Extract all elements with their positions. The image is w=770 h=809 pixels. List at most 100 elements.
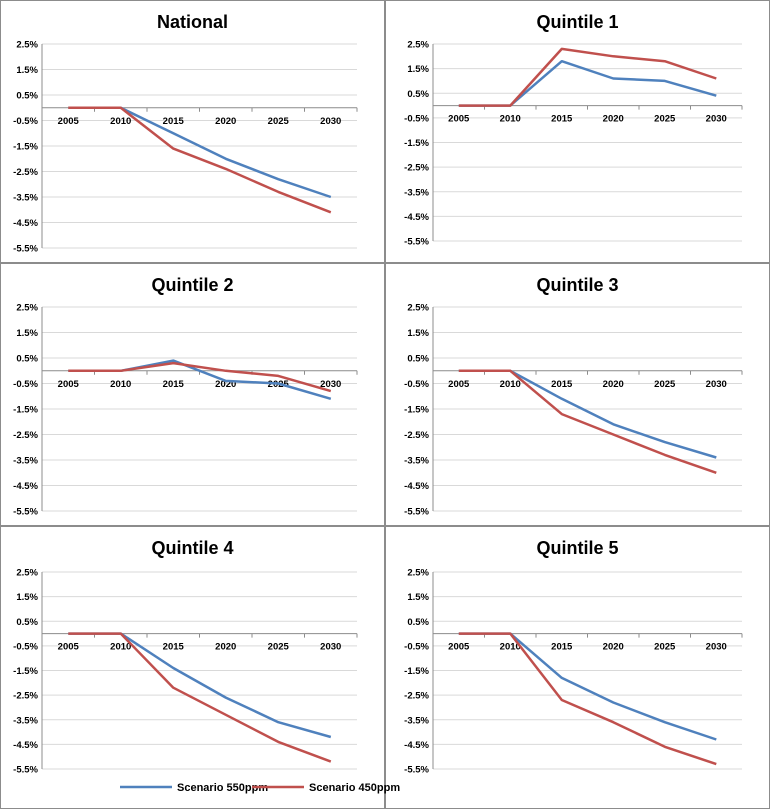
y-tick-label: -4.5% — [404, 212, 429, 223]
y-tick-label: 2.5% — [407, 303, 429, 314]
x-tick-label: 2015 — [163, 379, 185, 390]
x-tick-label: 2015 — [551, 642, 573, 653]
y-tick-label: -3.5% — [404, 456, 429, 467]
x-tick-label: 2020 — [215, 116, 236, 127]
y-tick-label: -4.5% — [13, 481, 38, 492]
y-tick-label: 2.5% — [16, 40, 38, 51]
y-tick-label: -2.5% — [404, 430, 429, 441]
chart-panel-national: National 2.5% 1.5% 0.5% -0.5% -1.5% -2.5% -3.5%… — [0, 0, 385, 263]
x-tick-label: 2015 — [163, 642, 185, 653]
y-tick-label: -1.5% — [13, 405, 38, 416]
x-tick-label: 2005 — [58, 379, 80, 390]
x-tick-label: 2005 — [58, 642, 80, 653]
chart-panel-quintile-4: Quintile 4 2.5% 1.5% 0.5% -0.5% -1.5% -2.5% -3.… — [0, 526, 385, 809]
chart-title: Quintile 4 — [151, 538, 233, 558]
y-tick-label: -1.5% — [404, 138, 429, 149]
x-tick-label: 2030 — [320, 642, 341, 653]
y-tick-label: -1.5% — [404, 405, 429, 416]
x-tick-label: 2010 — [500, 379, 521, 390]
y-tick-label: 1.5% — [407, 592, 429, 603]
y-tick-label: 1.5% — [16, 65, 38, 76]
y-tick-label: -2.5% — [404, 163, 429, 174]
chart-title: National — [157, 12, 228, 32]
series-line-scenario-450ppm — [68, 361, 332, 393]
y-tick-label: -4.5% — [13, 740, 38, 751]
panel-border — [0, 526, 385, 809]
y-tick-label: -5.5% — [404, 237, 429, 248]
y-tick-label: 1.5% — [407, 328, 429, 339]
x-tick-label: 2010 — [500, 642, 521, 653]
series-line-scenario-450ppm — [68, 632, 332, 763]
series-line-scenario-450ppm — [458, 632, 717, 766]
y-tick-label: 0.5% — [407, 354, 429, 365]
x-tick-label: 2010 — [110, 116, 131, 127]
y-tick-label: -3.5% — [404, 715, 429, 726]
y-tick-label: 1.5% — [16, 328, 38, 339]
x-tick-label: 2015 — [551, 114, 573, 125]
chart-title: Quintile 2 — [151, 275, 233, 295]
y-tick-label: 0.5% — [16, 354, 38, 365]
panel-border — [0, 0, 385, 263]
y-tick-label: -0.5% — [404, 641, 429, 652]
series-line-scenario-450ppm — [458, 369, 717, 474]
y-tick-label: -5.5% — [13, 507, 38, 518]
panel-border — [385, 263, 770, 526]
y-tick-label: -4.5% — [404, 740, 429, 751]
x-tick-label: 2020 — [215, 379, 236, 390]
x-tick-label: 2020 — [215, 642, 236, 653]
panel-border — [0, 263, 385, 526]
x-tick-label: 2015 — [551, 379, 573, 390]
legend-label-450ppm: Scenario 450ppm — [309, 782, 400, 794]
y-tick-label: 2.5% — [16, 303, 38, 314]
y-tick-label: 0.5% — [407, 617, 429, 628]
y-tick-label: -2.5% — [13, 167, 38, 178]
panel-border — [385, 0, 770, 263]
chart-title: Quintile 3 — [536, 275, 618, 295]
x-tick-label: 2030 — [320, 379, 341, 390]
chart-panel-quintile-5: Quintile 5 2.5% 1.5% 0.5% -0.5% -1.5% -2.5% -3.… — [385, 526, 770, 809]
y-tick-label: -0.5% — [404, 379, 429, 390]
x-tick-label: 2025 — [654, 642, 676, 653]
y-tick-label: -0.5% — [13, 379, 38, 390]
y-tick-label: -2.5% — [404, 691, 429, 702]
y-tick-label: -4.5% — [404, 481, 429, 492]
legend: Scenario 550ppm Scenario 450ppm — [120, 782, 400, 794]
chart-panel-quintile-2: Quintile 2 2.5% 1.5% 0.5% -0.5% -1.5% -2.5% -3.… — [0, 263, 385, 526]
y-tick-label: -3.5% — [13, 456, 38, 467]
y-tick-label: -2.5% — [13, 691, 38, 702]
x-tick-label: 2025 — [654, 114, 676, 125]
y-tick-label: -2.5% — [13, 430, 38, 441]
y-tick-label: 1.5% — [16, 592, 38, 603]
y-tick-label: -5.5% — [13, 765, 38, 776]
legend-label-550ppm: Scenario 550ppm — [177, 782, 268, 794]
x-tick-label: 2030 — [706, 642, 727, 653]
y-tick-label: -5.5% — [404, 765, 429, 776]
y-tick-label: 0.5% — [16, 91, 38, 102]
panel-border — [385, 526, 770, 809]
chart-panel-quintile-3: Quintile 3 2.5% 1.5% 0.5% -0.5% -1.5% -2.5% -3.… — [385, 263, 770, 526]
y-tick-label: -3.5% — [404, 187, 429, 198]
y-tick-label: -1.5% — [404, 666, 429, 677]
x-tick-label: 2030 — [706, 379, 727, 390]
x-tick-label: 2015 — [163, 116, 185, 127]
chart-title: Quintile 1 — [536, 12, 618, 32]
y-tick-label: -3.5% — [13, 715, 38, 726]
series-line-scenario-450ppm — [458, 47, 717, 107]
x-tick-label: 2025 — [654, 379, 676, 390]
y-tick-label: 0.5% — [16, 617, 38, 628]
y-tick-label: 2.5% — [407, 40, 429, 51]
y-tick-label: -1.5% — [13, 666, 38, 677]
x-tick-label: 2010 — [110, 379, 131, 390]
y-tick-label: -5.5% — [404, 507, 429, 518]
x-tick-label: 2005 — [58, 116, 80, 127]
x-tick-label: 2025 — [268, 642, 290, 653]
x-tick-label: 2030 — [706, 114, 727, 125]
y-tick-label: 2.5% — [16, 568, 38, 579]
x-tick-label: 2005 — [448, 114, 470, 125]
x-tick-label: 2020 — [603, 642, 624, 653]
y-tick-label: -1.5% — [13, 142, 38, 153]
y-tick-label: -0.5% — [13, 116, 38, 127]
series-line-scenario-450ppm — [68, 106, 332, 214]
